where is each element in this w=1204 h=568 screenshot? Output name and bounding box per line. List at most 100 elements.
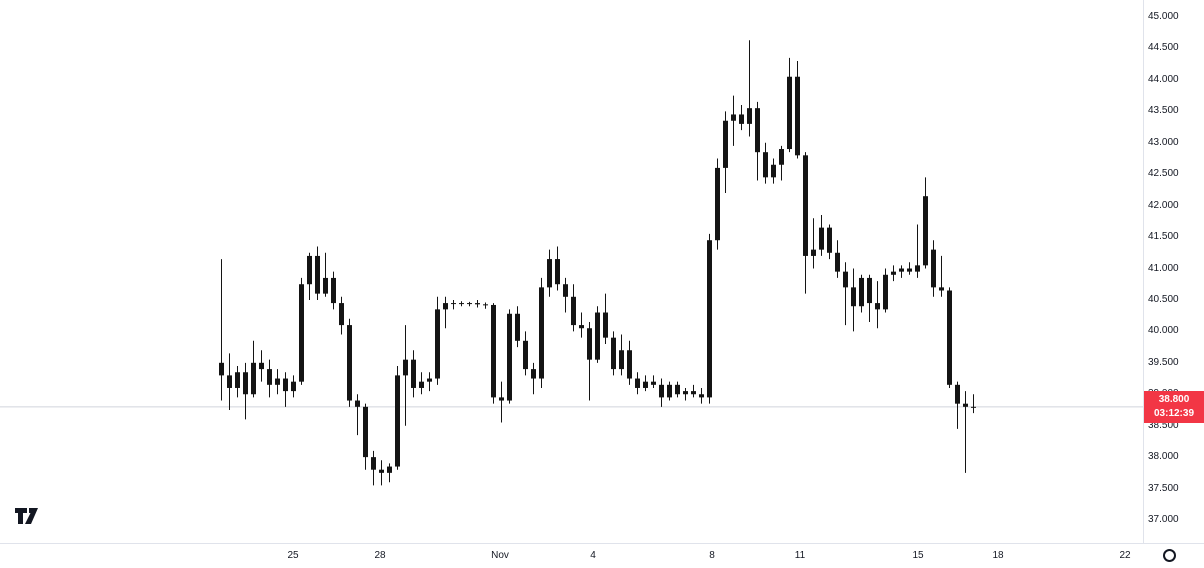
candle-body (883, 274, 888, 310)
candle (715, 158, 720, 250)
candle (475, 299, 480, 308)
candle (347, 318, 352, 407)
price-tick-label: 41.500 (1148, 231, 1179, 243)
candle (627, 340, 632, 385)
candle (611, 331, 616, 376)
candle-body (827, 227, 832, 253)
price-axis[interactable]: 45.000 44.500 44.000 43.500 43.000 42.500 42.0… (1143, 0, 1204, 543)
candle-body (395, 375, 400, 467)
candle-body (547, 259, 552, 288)
price-tick-label: 38.500 (1148, 419, 1179, 431)
candlestick-chart (0, 40, 1143, 486)
candle (747, 40, 752, 137)
candle-body (619, 350, 624, 370)
candle-body (795, 76, 800, 156)
candle-body (219, 362, 224, 376)
candle-body (635, 378, 640, 388)
time-tick-label: 15 (912, 550, 924, 561)
candle (843, 262, 848, 326)
candle-body (283, 378, 288, 392)
candle-body (227, 375, 232, 388)
candle (819, 215, 824, 256)
candle-body (843, 271, 848, 288)
time-tick-label: Nov (491, 550, 509, 561)
candle-body (763, 152, 768, 178)
price-tick-label: 41.000 (1148, 262, 1179, 274)
time-tick-label: 22 (1119, 550, 1131, 561)
candle (739, 105, 744, 131)
candle (651, 375, 656, 388)
candle (603, 293, 608, 344)
candle-body (523, 340, 528, 370)
candle (275, 369, 280, 395)
candle-body (683, 391, 688, 395)
candle-body (659, 384, 664, 398)
candle-body (371, 457, 376, 470)
price-tick-label: 40.500 (1148, 293, 1179, 305)
candle (723, 111, 728, 194)
candle (763, 142, 768, 184)
candle-body (867, 277, 872, 304)
candle (363, 403, 368, 470)
candle (227, 353, 232, 410)
candle-body (435, 309, 440, 379)
candle (787, 57, 792, 153)
circle-button[interactable] (1163, 549, 1176, 562)
tradingview-logo[interactable] (14, 505, 42, 527)
candle-body (771, 164, 776, 178)
candle (859, 274, 864, 313)
time-tick-label: 11 (794, 550, 806, 561)
candle-body (403, 359, 408, 376)
candle (323, 252, 328, 297)
candle-body (595, 312, 600, 360)
candle-body (331, 277, 336, 304)
candle (699, 387, 704, 404)
candle-body (723, 120, 728, 168)
candle (419, 372, 424, 395)
candle-body (411, 359, 416, 388)
candle (915, 224, 920, 278)
candle-body (859, 277, 864, 307)
time-tick-label: 28 (374, 550, 386, 561)
candle (875, 281, 880, 329)
candle (571, 284, 576, 332)
candle-body (875, 303, 880, 310)
candle-body (819, 227, 824, 250)
candle (539, 277, 544, 388)
candle-body (627, 350, 632, 379)
candle-body (515, 313, 520, 341)
candle-body (755, 108, 760, 153)
candle-body (251, 362, 256, 395)
candle-body (931, 249, 936, 288)
time-axis[interactable]: 25 28 Nov 4 8 11 15 18 22 (0, 543, 1204, 568)
price-tick-label: 42.500 (1148, 168, 1179, 180)
candle (427, 372, 432, 392)
candle (219, 259, 224, 401)
candle (387, 463, 392, 483)
candle-body (459, 303, 464, 305)
candle (811, 218, 816, 269)
candle (939, 255, 944, 297)
candle (515, 306, 520, 348)
candle-body (507, 313, 512, 401)
candle-body (379, 469, 384, 473)
candle (899, 265, 904, 278)
candle-body (923, 196, 928, 266)
candle-body (475, 303, 480, 305)
candle-body (651, 381, 656, 385)
candle (683, 387, 688, 401)
chart-pane[interactable] (0, 0, 1143, 543)
candle (667, 381, 672, 401)
candle-body (363, 406, 368, 458)
candle (371, 450, 376, 486)
candle (931, 240, 936, 297)
candle-body (891, 271, 896, 275)
candle-body (699, 394, 704, 398)
candle (635, 372, 640, 395)
price-tick-label: 40.000 (1148, 325, 1179, 337)
candle (835, 240, 840, 278)
candle (451, 299, 456, 310)
candle (891, 265, 896, 282)
candle (907, 262, 912, 275)
candle-body (747, 108, 752, 124)
